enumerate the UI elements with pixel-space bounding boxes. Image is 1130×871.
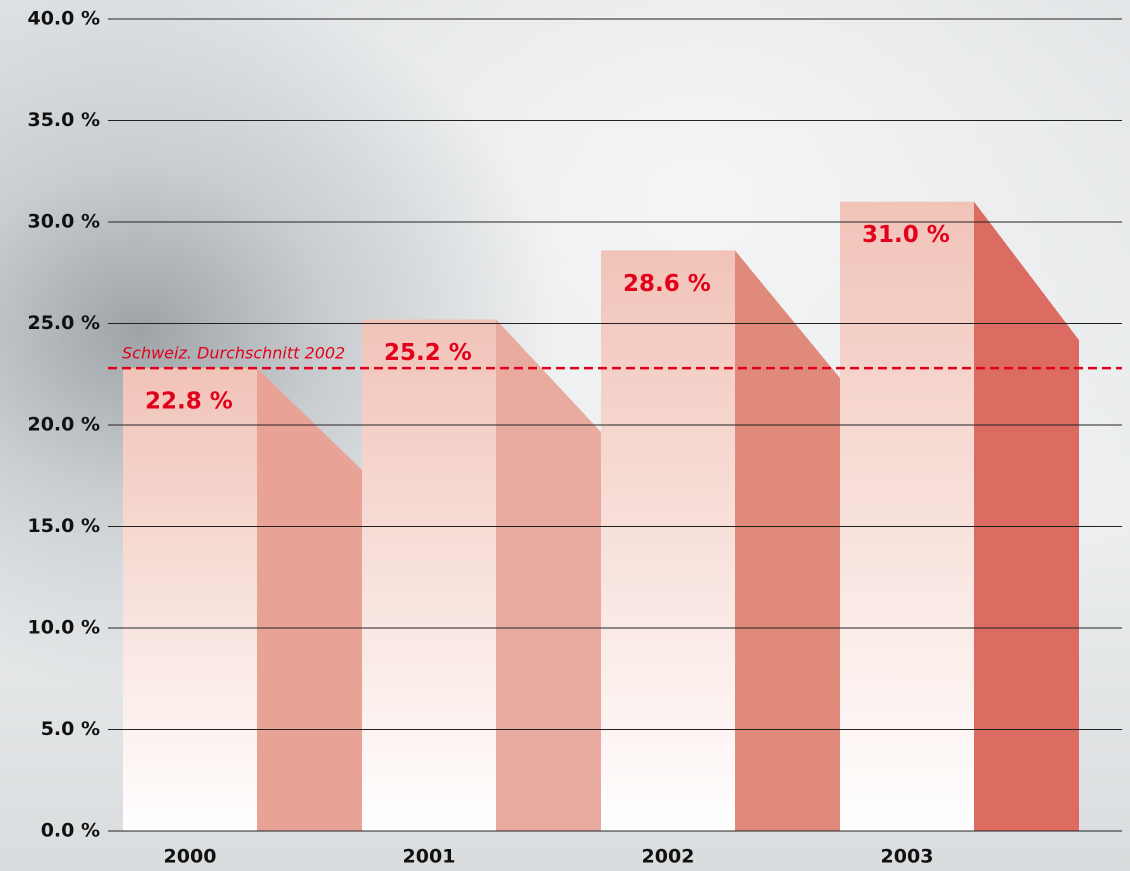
- y-tick-label: 5.0 %: [41, 718, 100, 740]
- y-tick-label: 15.0 %: [27, 515, 100, 537]
- bar-side: [496, 319, 601, 831]
- bar: [123, 368, 257, 831]
- bar-side: [257, 368, 362, 831]
- bar-side: [735, 250, 840, 831]
- bar: [362, 319, 496, 831]
- bar: [601, 250, 735, 831]
- value-label: 25.2 %: [384, 340, 472, 366]
- x-tick-label: 2001: [403, 846, 456, 868]
- x-tick-label: 2002: [642, 846, 695, 868]
- reference-label: Schweiz. Durchschnitt 2002: [122, 344, 345, 363]
- y-tick-label: 40.0 %: [27, 8, 100, 30]
- x-tick-label: 2000: [164, 846, 217, 868]
- y-tick-label: 25.0 %: [27, 312, 100, 334]
- value-label: 28.6 %: [623, 271, 711, 297]
- y-tick-label: 0.0 %: [41, 820, 100, 842]
- y-tick-label: 35.0 %: [27, 109, 100, 131]
- bar-side: [974, 202, 1079, 831]
- bar: [840, 202, 974, 831]
- value-label: 22.8 %: [145, 389, 233, 415]
- y-tick-label: 20.0 %: [27, 414, 100, 436]
- y-tick-label: 10.0 %: [27, 617, 100, 639]
- y-tick-label: 30.0 %: [27, 211, 100, 233]
- value-label: 31.0 %: [862, 222, 950, 248]
- x-tick-label: 2003: [881, 846, 934, 868]
- page: 0.0 % 5.0 % 10.0 % 15.0 % 20.0 % 25.0 % 30.0 %…: [0, 0, 1130, 871]
- chart: 0.0 % 5.0 % 10.0 % 15.0 % 20.0 % 25.0 % 30.0 %…: [0, 0, 1130, 871]
